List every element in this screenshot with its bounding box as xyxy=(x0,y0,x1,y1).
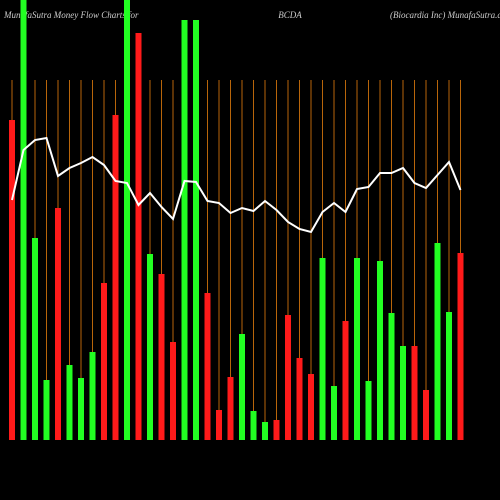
bar xyxy=(66,365,73,440)
bar xyxy=(388,313,395,440)
bar xyxy=(319,258,326,440)
bar xyxy=(377,261,383,440)
bar xyxy=(20,0,27,440)
bar xyxy=(158,274,165,440)
bar xyxy=(423,390,429,440)
bar xyxy=(9,120,15,440)
bar xyxy=(135,33,142,440)
bar xyxy=(216,410,222,440)
bar xyxy=(296,358,303,440)
bar xyxy=(227,377,234,440)
chart-title-center: BCDA xyxy=(278,10,302,20)
money-flow-line xyxy=(11,136,462,234)
bar xyxy=(43,380,50,440)
bar xyxy=(342,321,349,440)
bar xyxy=(446,312,452,440)
bar xyxy=(331,386,337,440)
bar xyxy=(262,422,268,440)
bar xyxy=(181,20,188,440)
bar xyxy=(400,346,406,440)
bar xyxy=(124,0,130,440)
bar xyxy=(55,208,61,440)
bar xyxy=(101,283,107,440)
bar xyxy=(170,342,176,440)
bar xyxy=(273,420,280,440)
bar xyxy=(411,346,418,440)
chart-title-right: (Biocardia Inc) MunafaSutra.com xyxy=(390,10,500,20)
bar xyxy=(285,315,291,440)
bar xyxy=(434,243,441,440)
chart-title-left: MunafaSutra Money Flow Charts for xyxy=(3,10,139,20)
bar xyxy=(204,293,211,440)
bar xyxy=(32,238,38,440)
bar xyxy=(112,115,119,440)
bar xyxy=(147,254,153,440)
bar xyxy=(457,253,464,440)
bar xyxy=(78,378,84,440)
bar xyxy=(193,20,199,440)
bar xyxy=(239,334,245,440)
bar xyxy=(250,411,257,440)
bar xyxy=(365,381,372,440)
bar xyxy=(89,352,96,440)
bar xyxy=(354,258,360,440)
bar xyxy=(308,374,314,440)
